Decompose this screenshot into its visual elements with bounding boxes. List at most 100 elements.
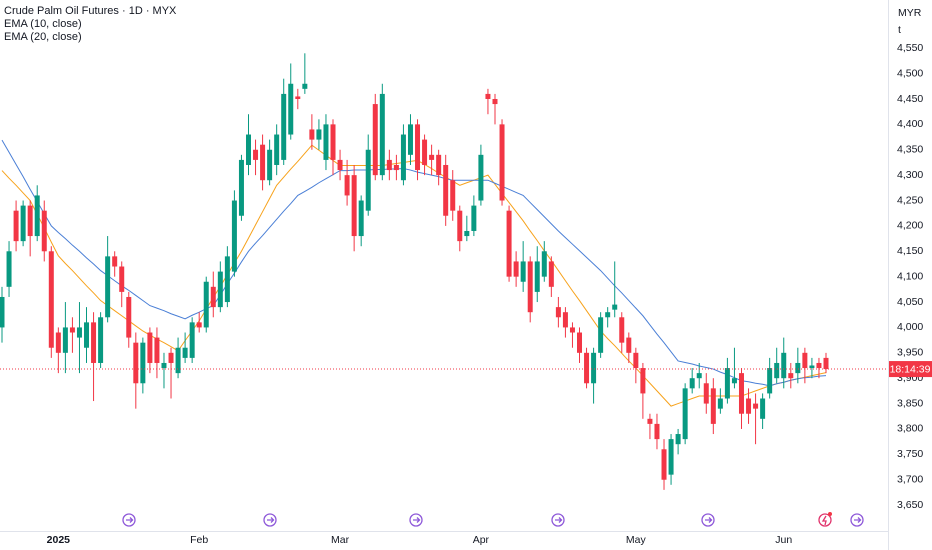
event-icon[interactable] xyxy=(409,513,423,527)
x-tick-label: Feb xyxy=(190,534,208,546)
candle-body xyxy=(210,286,216,308)
candle-body xyxy=(316,129,322,140)
candle-body xyxy=(668,439,674,475)
candle-body xyxy=(591,352,597,384)
candle-body xyxy=(224,256,230,303)
candle-body xyxy=(147,332,153,363)
candle-body xyxy=(703,383,709,404)
candle-body xyxy=(27,205,33,237)
candle-body xyxy=(330,124,336,160)
candle-body xyxy=(393,164,399,171)
candle-body xyxy=(675,434,681,445)
currency-label[interactable]: MYR xyxy=(898,7,922,19)
candle-body xyxy=(802,352,808,369)
candle-body xyxy=(267,149,273,181)
candle-body xyxy=(626,337,632,353)
candle-body xyxy=(358,200,364,237)
event-arrows xyxy=(126,517,862,523)
candle-body xyxy=(365,149,371,211)
candle-body xyxy=(577,332,583,353)
candle-body xyxy=(253,149,259,160)
candle-body xyxy=(6,251,12,287)
candle-body xyxy=(407,124,413,155)
plot-area xyxy=(0,53,829,490)
event-icon[interactable] xyxy=(122,513,136,527)
candle-body xyxy=(717,398,723,409)
event-icon[interactable] xyxy=(818,513,832,527)
candle-body xyxy=(527,261,533,313)
candle-body xyxy=(640,368,646,394)
candle-body xyxy=(0,296,5,328)
candle-body xyxy=(682,388,688,440)
candle-body xyxy=(20,205,26,242)
candle-body xyxy=(217,271,223,308)
candle-body xyxy=(541,251,547,277)
event-icon[interactable] xyxy=(551,513,565,527)
event-icon[interactable] xyxy=(701,513,715,527)
candle-body xyxy=(98,317,104,363)
candle-body xyxy=(112,256,118,267)
candle-body xyxy=(661,449,667,480)
y-tick-label: 3,950 xyxy=(897,347,923,359)
candle-body xyxy=(478,154,484,201)
legend-entry: EMA (20, close) xyxy=(4,31,82,43)
y-tick-label: 3,800 xyxy=(897,423,923,435)
candle-body xyxy=(485,93,491,99)
candle-body xyxy=(724,368,730,399)
candle-body xyxy=(492,98,498,105)
candle-body xyxy=(436,154,442,176)
candle-body xyxy=(189,322,195,358)
candle-body xyxy=(443,164,449,216)
y-tick-label: 4,150 xyxy=(897,245,923,257)
candle-body xyxy=(520,261,526,282)
y-tick-label: 3,750 xyxy=(897,448,923,460)
candle-body xyxy=(154,337,160,363)
x-tick-label: 2025 xyxy=(47,534,71,546)
legend-entry: EMA (10, close) xyxy=(4,18,82,30)
candle-body xyxy=(823,357,829,370)
candle-body xyxy=(781,352,787,379)
event-icon[interactable] xyxy=(850,513,864,527)
candle-body xyxy=(344,175,350,196)
event-icon[interactable] xyxy=(263,513,277,527)
candle-body xyxy=(429,154,435,160)
candle-body xyxy=(288,83,294,135)
candle-body xyxy=(619,317,625,343)
candle-body xyxy=(696,373,702,379)
candle-body xyxy=(245,134,251,165)
candle-body xyxy=(196,322,202,328)
candle-body xyxy=(302,83,308,89)
legend-title: Crude Palm Oil Futures · 1D · MYX xyxy=(4,5,177,17)
candle-body xyxy=(689,378,695,389)
candle-body xyxy=(105,256,111,318)
ema-line xyxy=(1,144,827,407)
candle-body xyxy=(534,261,540,292)
candle-body xyxy=(816,362,822,369)
last-price-marker xyxy=(889,361,932,378)
y-tick-label: 4,400 xyxy=(897,118,923,130)
candle-body xyxy=(133,342,139,384)
candle-body xyxy=(555,307,561,318)
y-tick-label: 4,500 xyxy=(897,67,923,79)
candle-body xyxy=(562,312,568,328)
candle-body xyxy=(457,210,463,242)
x-tick-label: Apr xyxy=(473,534,490,546)
candle-body xyxy=(168,352,174,363)
candle-body xyxy=(182,347,188,358)
x-tick-label: Jun xyxy=(775,534,792,546)
candle-body xyxy=(647,418,653,424)
candle-body xyxy=(710,388,716,424)
y-tick-label: 4,450 xyxy=(897,93,923,105)
candle-body xyxy=(598,317,604,353)
candle-body xyxy=(753,403,759,409)
candle-body xyxy=(41,210,47,252)
y-tick-label: 4,250 xyxy=(897,194,923,206)
candle-body xyxy=(569,327,575,333)
candle-body xyxy=(91,322,97,363)
candle-body xyxy=(62,327,68,353)
unit-label[interactable]: t xyxy=(898,24,901,36)
event-dot xyxy=(828,512,832,516)
candle-body xyxy=(506,210,512,277)
candle-body xyxy=(161,362,167,369)
x-tick-label: May xyxy=(626,534,647,546)
